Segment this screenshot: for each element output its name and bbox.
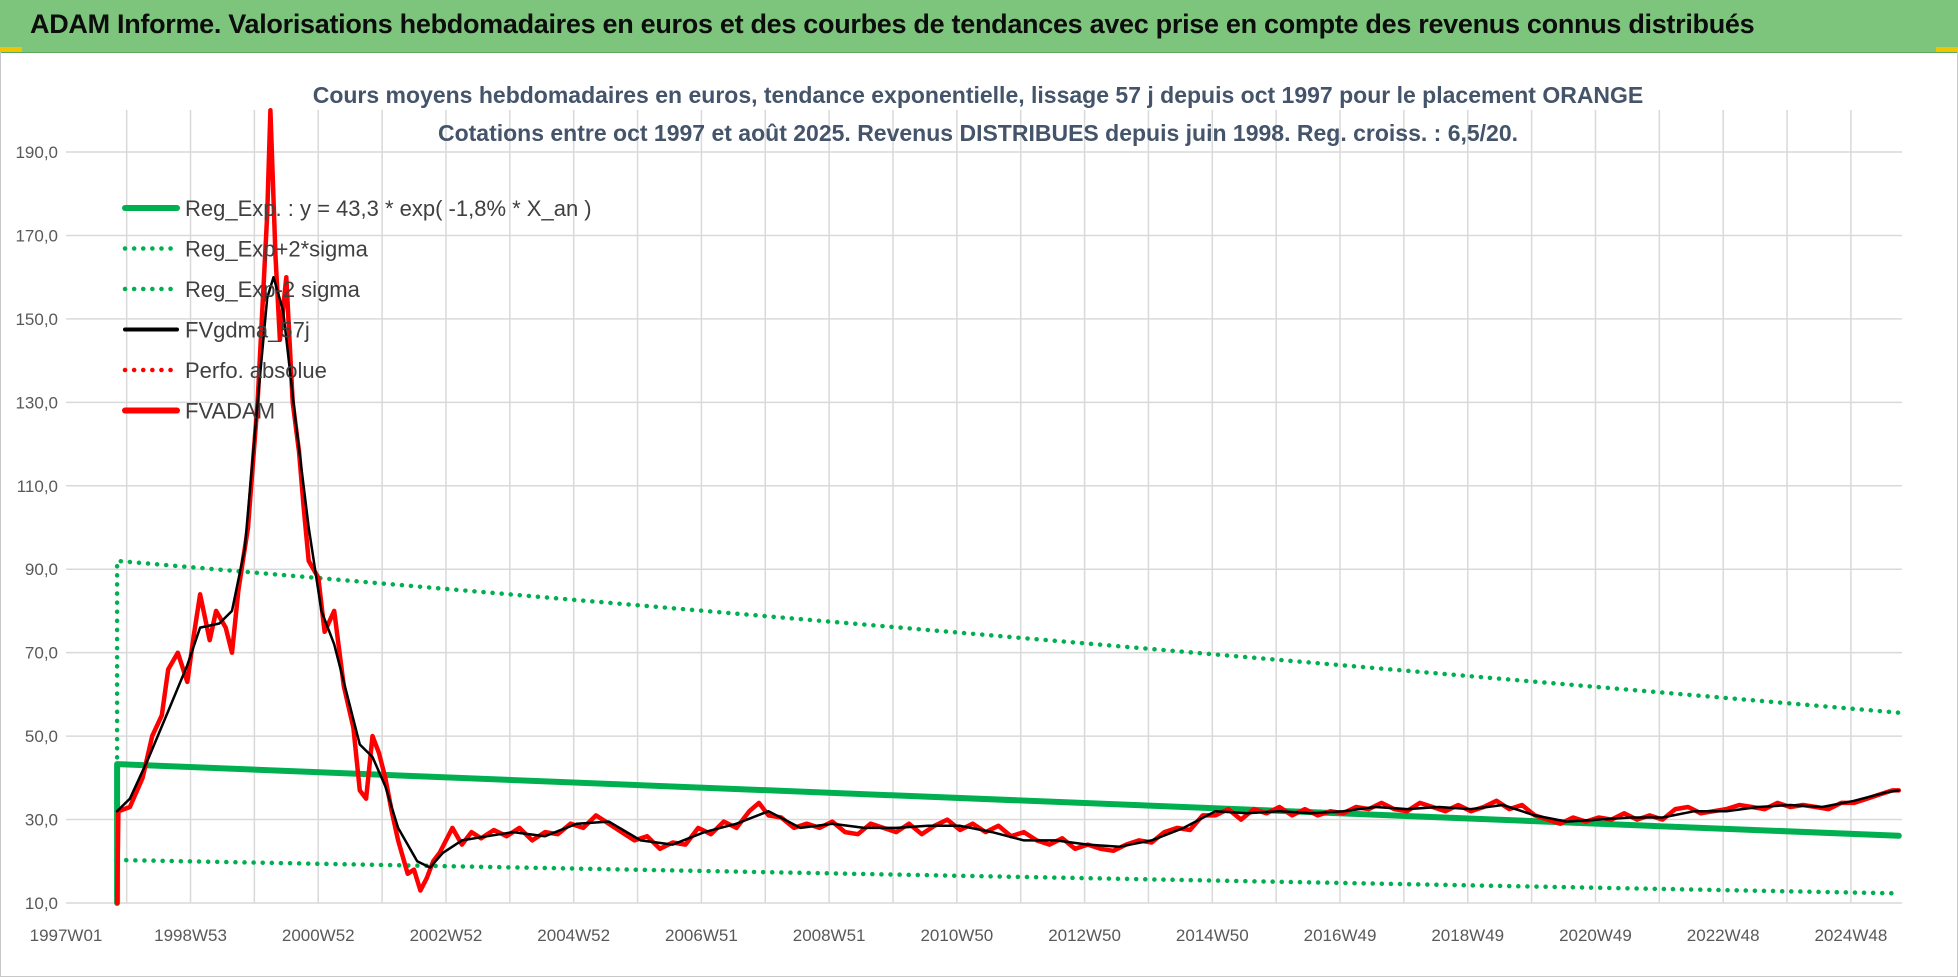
x-tick-label-5: 2006W51 (665, 926, 738, 945)
y-tick-label-7: 150,0 (15, 310, 58, 329)
corner-mark-right (1936, 47, 1958, 52)
header-banner: ADAM Informe. Valorisations hebdomadaire… (0, 0, 1958, 53)
y-tick-label-8: 170,0 (15, 226, 58, 245)
x-tick-label-7: 2010W50 (920, 926, 993, 945)
y-tick-label-5: 110,0 (17, 477, 58, 496)
y-tick-label-9: 190,0 (15, 143, 58, 162)
y-tick-label-3: 70,0 (25, 644, 58, 663)
axes: 10,0 30,0 50,0 70,0 90,0 110,0 130,0 150,0 170,0… (15, 143, 1887, 945)
x-tick-label-10: 2016W49 (1304, 926, 1377, 945)
x-tick-label-6: 2008W51 (793, 926, 866, 945)
legend-label-5: FVADAM (185, 399, 275, 424)
legend: Reg_Exp. : y = 43,3 * exp( -1,8% * X_an … (122, 196, 592, 424)
x-tick-label-3: 2002W52 (410, 926, 483, 945)
legend-label-3: FVgdma_57j (185, 318, 310, 343)
series-line-1 (114, 558, 1902, 906)
grid (66, 110, 1902, 904)
x-tick-label-9: 2014W50 (1176, 926, 1249, 945)
corner-mark-left (0, 47, 22, 52)
chart-title: Cours moyens hebdomadaires en euros, ten… (313, 82, 1644, 146)
x-tick-label-1: 1998W53 (154, 926, 227, 945)
legend-label-1: Reg_Exp+2*sigma (185, 237, 369, 262)
chart-title-line-2: Cotations entre oct 1997 et août 2025. R… (438, 120, 1518, 146)
x-tick-label-8: 2012W50 (1048, 926, 1121, 945)
series-line-3 (115, 275, 1901, 869)
page-title: ADAM Informe. Valorisations hebdomadaire… (30, 9, 1755, 39)
series-line-2 (114, 857, 1902, 896)
y-tick-label-2: 50,0 (25, 727, 58, 746)
x-tick-label-12: 2020W49 (1559, 926, 1632, 945)
series-group (114, 108, 1902, 906)
x-tick-label-11: 2018W49 (1431, 926, 1504, 945)
x-tick-label-14: 2024W48 (1815, 926, 1888, 945)
legend-label-0: Reg_Exp. : y = 43,3 * exp( -1,8% * X_an … (185, 196, 592, 221)
legend-label-2: Reg_Exp-2 sigma (185, 277, 361, 302)
x-tick-label-13: 2022W48 (1687, 926, 1760, 945)
series-line-5 (114, 108, 1902, 906)
y-tick-label-4: 90,0 (25, 560, 58, 579)
x-tick-label-0: 1997W01 (30, 926, 103, 945)
y-tick-label-6: 130,0 (15, 393, 58, 412)
legend-label-4: Perfo. absolue (185, 358, 327, 383)
y-tick-label-1: 30,0 (25, 811, 58, 830)
x-tick-label-4: 2004W52 (537, 926, 610, 945)
y-tick-label-0: 10,0 (25, 894, 58, 913)
x-tick-label-2: 2000W52 (282, 926, 355, 945)
chart-title-line-1: Cours moyens hebdomadaires en euros, ten… (313, 82, 1644, 108)
